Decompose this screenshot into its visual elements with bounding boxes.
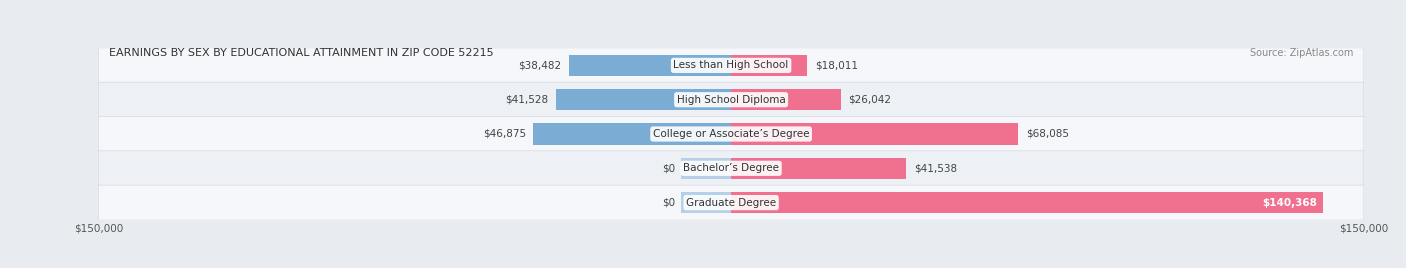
FancyBboxPatch shape — [98, 48, 1364, 83]
Text: $0: $0 — [662, 163, 675, 173]
Text: $68,085: $68,085 — [1026, 129, 1069, 139]
Bar — [533, 123, 731, 145]
Bar — [555, 89, 731, 110]
Bar — [731, 55, 807, 76]
Bar — [681, 158, 731, 179]
Text: $26,042: $26,042 — [849, 95, 891, 105]
Text: EARNINGS BY SEX BY EDUCATIONAL ATTAINMENT IN ZIP CODE 52215: EARNINGS BY SEX BY EDUCATIONAL ATTAINMEN… — [108, 48, 494, 58]
Bar — [681, 192, 731, 213]
Text: $41,528: $41,528 — [505, 95, 548, 105]
FancyBboxPatch shape — [98, 151, 1364, 186]
FancyBboxPatch shape — [98, 117, 1364, 151]
Text: $41,538: $41,538 — [914, 163, 957, 173]
Bar — [731, 192, 1323, 213]
Text: Source: ZipAtlas.com: Source: ZipAtlas.com — [1250, 48, 1354, 58]
Bar — [569, 55, 731, 76]
Text: Bachelor’s Degree: Bachelor’s Degree — [683, 163, 779, 173]
Text: $18,011: $18,011 — [814, 60, 858, 70]
Text: College or Associate’s Degree: College or Associate’s Degree — [652, 129, 810, 139]
Text: $0: $0 — [662, 198, 675, 208]
Text: $140,368: $140,368 — [1263, 198, 1317, 208]
FancyBboxPatch shape — [98, 82, 1364, 117]
Text: Graduate Degree: Graduate Degree — [686, 198, 776, 208]
Bar — [731, 158, 907, 179]
Bar — [731, 89, 841, 110]
Text: $38,482: $38,482 — [517, 60, 561, 70]
FancyBboxPatch shape — [98, 185, 1364, 220]
Text: $46,875: $46,875 — [482, 129, 526, 139]
Text: Less than High School: Less than High School — [673, 60, 789, 70]
Bar — [731, 123, 1018, 145]
Text: High School Diploma: High School Diploma — [676, 95, 786, 105]
